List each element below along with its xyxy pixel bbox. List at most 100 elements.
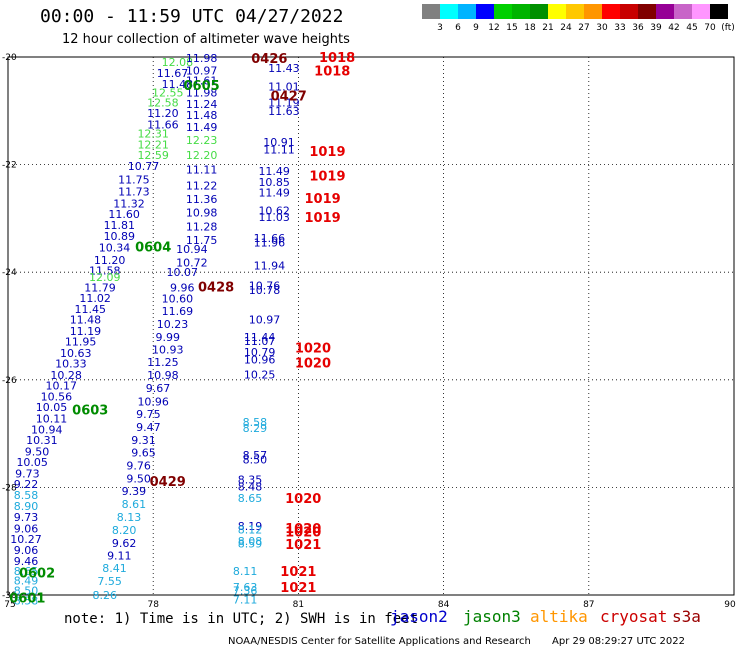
wave-height-value: 9.73 [14,511,39,524]
wave-height-value: 8.13 [117,511,142,524]
wave-height-value: 11.48 [70,314,102,327]
page-subtitle: 12 hour collection of altimeter wave hei… [62,32,350,47]
wave-height-value: 11.11 [186,163,218,176]
y-tick-label: -28 [2,483,17,493]
wave-height-value: 10.91 [263,136,295,149]
legend-swatch [458,4,476,19]
wave-height-value: 8.50 [14,585,39,598]
pass-marker: 0426 [251,52,287,67]
wave-height-value: 11.44 [244,331,276,344]
wave-height-value: 10.85 [258,176,290,189]
wave-height-value: 12.20 [186,149,218,162]
wave-height-value: 10.93 [152,344,184,357]
pass-marker: 1020 [285,522,321,537]
wave-height-value: 8.59 [238,537,263,550]
wave-height-value: 10.25 [244,368,276,381]
wave-height-value: 8.50 [243,453,268,466]
legend-label: 42 [668,23,680,33]
wave-height-value: 11.24 [186,98,218,111]
legend-label: 30 [596,23,608,33]
wave-height-value: 12.58 [147,97,179,110]
wave-height-value: 9.11 [107,550,132,563]
wave-height-value: 9.31 [131,434,156,447]
wave-height-value: 10.78 [249,284,281,297]
wave-height-value: 11.07 [244,335,276,348]
y-tick-label: -20 [2,53,17,63]
wave-height-value: 10.98 [147,369,179,382]
legend-label: 12 [488,23,500,33]
wave-height-value: 8.35 [238,473,263,486]
pass-marker: 1019 [309,169,345,184]
pass-marker: 0605 [184,79,220,94]
satellite-name-s3a: s3a [672,607,701,626]
y-tick-label: -24 [2,268,17,278]
wave-height-value: 8.65 [14,565,39,578]
pass-marker: 0601 [9,592,45,607]
legend-swatch [530,4,548,19]
wave-height-value: 8.29 [243,422,268,435]
wave-height-value: 7.63 [233,581,258,594]
wave-height-value: 8.49 [14,574,39,587]
wave-height-value: 10.27 [10,533,42,546]
pass-marker: 0428 [198,281,234,296]
wave-height-value: 9.99 [155,331,180,344]
wave-height-value: 11.75 [186,234,218,247]
wave-height-value: 10.72 [176,257,208,270]
wave-height-value: 10.05 [16,456,48,469]
wave-height-value: 10.77 [128,160,160,173]
wave-height-value: 11.01 [268,81,300,94]
pass-marker: 1020 [285,492,321,507]
legend-label: 21 [542,23,554,33]
pass-marker: 1019 [305,192,341,207]
wave-height-value: 8.90 [14,500,39,513]
pass-marker: 1021 [280,565,316,580]
wave-height-value: 8.57 [243,449,268,462]
wave-height-value: 9.46 [14,555,39,568]
wave-height-value: 11.95 [65,336,97,349]
wave-height-value: 10.60 [162,293,194,306]
pass-marker: 0427 [271,90,307,105]
wave-height-value: 11.19 [70,325,102,338]
pass-marker: 1020 [295,342,331,357]
wave-height-value: 11.03 [258,211,290,224]
wave-height-value: 11.48 [162,78,194,91]
wave-height-value: 10.07 [166,266,198,279]
pass-marker: 1021 [285,538,321,553]
wave-height-value: 10.33 [55,358,87,371]
legend-swatch [620,4,638,19]
wave-height-value: 11.67 [157,67,189,80]
pass-marker: 1019 [309,145,345,160]
legend-swatch [440,4,458,19]
wave-height-value: 10.97 [249,314,281,327]
wave-height-value: 11.79 [84,281,116,294]
map-frame [7,56,735,596]
wave-height-value: 9.76 [126,459,151,472]
legend-swatch [656,4,674,19]
wave-height-value: 10.11 [36,413,68,426]
wave-height-value: 8.19 [238,520,263,533]
pass-marker: 1020 [295,357,331,372]
wave-height-value: 11.19 [268,97,300,110]
legend-swatch [602,4,620,19]
pass-marker: 0603 [72,403,108,418]
legend-label: 24 [560,23,572,33]
pass-marker: 0602 [19,566,55,581]
legend-swatch [566,4,584,19]
wave-height-value: 11.61 [186,75,218,88]
legend-swatch [584,4,602,19]
wave-height-value: 8.20 [112,524,137,537]
wave-height-value: 9.75 [136,408,161,421]
x-tick-label: 75 [4,600,15,610]
legend-swatch [494,4,512,19]
wave-height-value: 7.55 [97,575,122,588]
note-text: note: 1) Time is in UTC; 2) SWH is in fe… [64,611,419,627]
legend-swatch [512,4,530,19]
legend-swatch [548,4,566,19]
legend-label: 70 [704,23,716,33]
wave-height-value: 8.26 [93,589,118,602]
legend-swatch [710,4,728,19]
wave-height-value: 11.94 [254,260,286,273]
wave-height-value: 9.39 [122,485,147,498]
legend-swatch [476,4,494,19]
